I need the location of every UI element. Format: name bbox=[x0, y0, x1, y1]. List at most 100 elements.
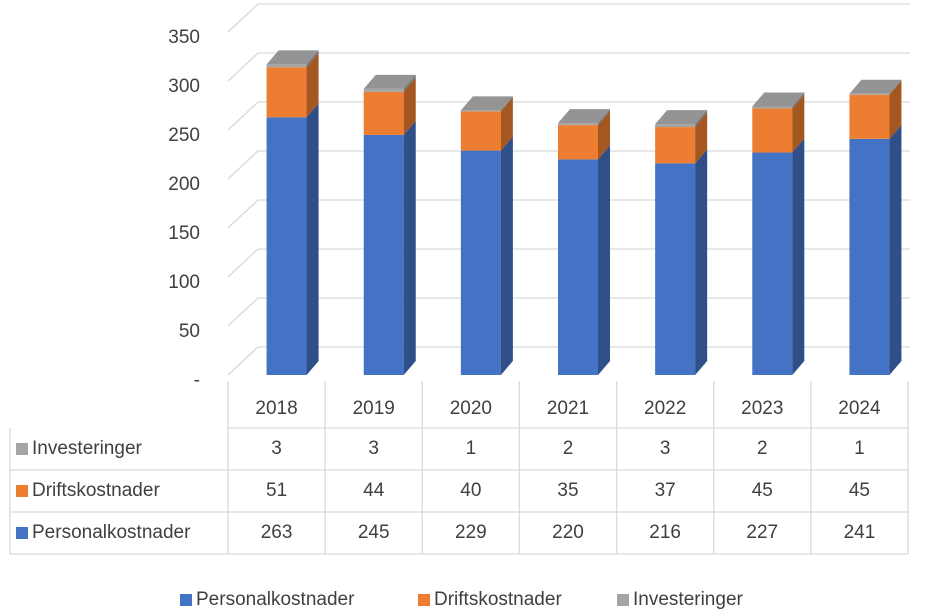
bar-shade bbox=[403, 77, 416, 135]
bar-top bbox=[266, 50, 319, 65]
bar-segment bbox=[363, 120, 416, 376]
bar-segment bbox=[558, 109, 610, 126]
table-cell: 263 bbox=[261, 522, 293, 543]
bar-side bbox=[403, 74, 416, 92]
table-row-label: Investeringer bbox=[32, 438, 143, 459]
bar-top bbox=[558, 109, 610, 124]
table-cell: 37 bbox=[655, 480, 676, 501]
table-cell: 45 bbox=[849, 480, 870, 501]
bar-shade bbox=[792, 92, 805, 109]
bar-segment bbox=[752, 92, 805, 109]
bar-segment bbox=[655, 149, 708, 375]
table-cell: 241 bbox=[844, 522, 876, 543]
y-tick-label: - bbox=[194, 370, 200, 391]
table-cell: 2 bbox=[563, 438, 574, 459]
bar-shade bbox=[655, 110, 708, 125]
bar-side bbox=[792, 94, 805, 153]
bar-segment bbox=[849, 80, 902, 139]
y-tick-label: 150 bbox=[168, 223, 200, 244]
bar-front bbox=[558, 123, 598, 126]
bar-segment bbox=[460, 97, 513, 151]
bar-shade bbox=[695, 149, 708, 375]
x-tick-label: 2024 bbox=[838, 398, 881, 419]
bar-segment bbox=[460, 136, 513, 375]
legend-label: Personalkostnader bbox=[196, 589, 355, 610]
bar-top bbox=[849, 79, 902, 94]
x-tick-label: 2019 bbox=[353, 398, 395, 419]
table-cell: 245 bbox=[358, 522, 390, 543]
table-cell: 227 bbox=[746, 522, 778, 543]
bar-segment bbox=[849, 124, 902, 375]
bar-front bbox=[460, 111, 501, 151]
bar-shade bbox=[460, 96, 513, 111]
bar-shade bbox=[306, 103, 319, 375]
bar-shade bbox=[695, 110, 708, 128]
bar-front bbox=[558, 125, 598, 160]
legend-key bbox=[617, 594, 629, 606]
y-tick-label: 250 bbox=[168, 125, 200, 146]
bar-side bbox=[598, 111, 610, 160]
bar-shade bbox=[598, 109, 610, 126]
x-tick-label: 2022 bbox=[644, 398, 686, 419]
bar-side bbox=[306, 53, 319, 118]
table-cell: 45 bbox=[752, 480, 773, 501]
bar-side bbox=[695, 149, 708, 375]
bar-segment bbox=[655, 113, 708, 164]
table-row-label: Personalkostnader bbox=[32, 522, 191, 543]
grid-line bbox=[227, 3, 910, 33]
bar-shade bbox=[500, 96, 513, 112]
bar-side bbox=[403, 77, 416, 135]
bar-segment bbox=[363, 74, 416, 92]
bar-side bbox=[889, 79, 902, 95]
bar-shade bbox=[598, 145, 610, 375]
grid-line bbox=[227, 52, 910, 82]
table-cell: 229 bbox=[455, 522, 487, 543]
y-tick-label: 350 bbox=[168, 27, 200, 48]
legend-key bbox=[418, 594, 430, 606]
bar-front bbox=[460, 110, 501, 112]
grid-line bbox=[227, 101, 910, 131]
bar-front bbox=[655, 127, 696, 164]
x-tick-label: 2021 bbox=[547, 398, 589, 419]
table-cell: 51 bbox=[266, 480, 287, 501]
bar-shade bbox=[792, 138, 805, 375]
bar-shade bbox=[598, 111, 610, 160]
bar-front bbox=[460, 150, 501, 375]
bar-segment bbox=[752, 94, 805, 153]
bar-top bbox=[363, 74, 416, 89]
legend-label: Investeringer bbox=[633, 589, 744, 610]
bar-shade bbox=[752, 92, 805, 107]
bar-top bbox=[460, 96, 513, 111]
bar-front bbox=[752, 108, 793, 153]
y-tick-label: 200 bbox=[168, 174, 200, 195]
table-cell: 220 bbox=[552, 522, 584, 543]
bar-front bbox=[266, 117, 307, 375]
bar-front bbox=[266, 67, 307, 118]
bar-front bbox=[363, 134, 404, 375]
bar-side bbox=[500, 136, 513, 375]
table-cell: 3 bbox=[368, 438, 379, 459]
bar-top bbox=[655, 110, 708, 125]
bar-shade bbox=[266, 50, 319, 65]
table-cell: 44 bbox=[363, 480, 385, 501]
bar-front bbox=[363, 88, 404, 92]
bar-side bbox=[306, 103, 319, 375]
bar-shade bbox=[500, 136, 513, 375]
table-cell: 35 bbox=[557, 480, 578, 501]
bar-shade bbox=[500, 97, 513, 151]
bar-side bbox=[695, 110, 708, 128]
bar-front bbox=[266, 64, 307, 68]
bar-shade bbox=[363, 74, 416, 89]
bar-shade bbox=[403, 74, 416, 92]
legend-label: Driftskostnader bbox=[434, 589, 562, 610]
x-tick-label: 2023 bbox=[741, 398, 783, 419]
table-cell: 2 bbox=[757, 438, 768, 459]
bar-segment bbox=[266, 53, 319, 118]
bar-shade bbox=[695, 113, 708, 164]
bar-side bbox=[792, 92, 805, 109]
bar-front bbox=[849, 94, 890, 139]
bar-shade bbox=[792, 94, 805, 153]
bar-front bbox=[558, 159, 598, 375]
y-tick-label: 50 bbox=[179, 321, 200, 342]
